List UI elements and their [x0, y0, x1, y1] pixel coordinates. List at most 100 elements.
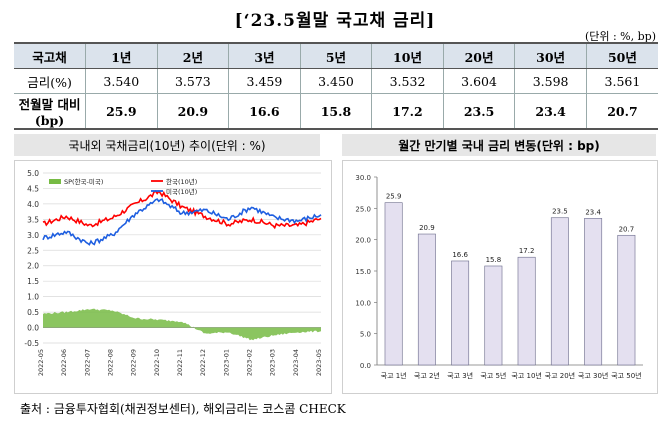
y-tick-label: 30.0 [355, 174, 371, 182]
bar [517, 256, 536, 366]
table-cell: 3.561 [585, 68, 658, 94]
x-tick-label: 국고 10년 [511, 371, 541, 380]
bar [617, 234, 636, 366]
right-chart-title: 월간 만기별 국내 금리 변동(단위 : bp) [342, 134, 656, 156]
x-tick-label: 국고 50년 [611, 371, 641, 380]
header-cell: 3년 [228, 42, 301, 69]
y-tick-label: 1.5 [27, 277, 39, 286]
bar [584, 218, 603, 366]
bar-value-label: 25.9 [386, 193, 402, 201]
bar-value-label: 15.8 [486, 256, 502, 264]
bar [417, 233, 436, 366]
legend-label: SP(한국-미국) [64, 177, 103, 186]
y-tick-label: 1.0 [27, 293, 39, 302]
bar-value-label: 23.4 [585, 208, 601, 216]
x-tick-label: 국고 30년 [578, 371, 608, 380]
x-tick-label: 2022-07 [83, 349, 91, 376]
y-tick-label: 3.5 [27, 215, 39, 224]
x-tick-label: 2022-11 [176, 349, 184, 376]
row-label: 전월말 대비(bp) [14, 93, 86, 130]
table-header-row: 국고채 1년 2년 3년 5년 10년 20년 30년 50년 [14, 42, 658, 69]
y-tick-label: 5.0 [360, 331, 371, 339]
table-cell: 23.4 [514, 93, 587, 130]
y-tick-label: -0.5 [24, 339, 39, 348]
y-tick-label: 25.0 [355, 205, 371, 213]
table-cell: 3.573 [156, 68, 229, 94]
y-tick-label: 0.0 [27, 324, 39, 333]
y-tick-label: 2.5 [27, 246, 39, 255]
table-cell: 17.2 [371, 93, 444, 130]
y-tick-label: 4.0 [27, 200, 39, 209]
x-tick-label: 2023-04 [292, 349, 300, 376]
x-tick-label: 2023-05 [315, 349, 323, 376]
series-line [42, 190, 322, 230]
x-tick-label: 국고 2년 [414, 371, 440, 380]
table-cell: 3.540 [85, 68, 158, 94]
header-cell: 국고채 [14, 42, 86, 69]
bar-chart: 30.0 25.0 20.0 15.0 10.0 5.0 0.0 25.9 국고 1년 20.9 국… [355, 174, 643, 380]
header-cell: 30년 [514, 42, 587, 69]
x-tick-label: 국고 20년 [545, 371, 575, 380]
table-cell: 25.9 [85, 93, 158, 130]
bar-value-label: 17.2 [519, 247, 535, 255]
rates-table: 국고채 1년 2년 3년 5년 10년 20년 30년 50년 금리(%) 3.… [14, 42, 658, 130]
line-chart: 5.04.54.03.53.02.52.01.51.00.50.0-0.5202… [24, 169, 323, 376]
series-line [42, 198, 322, 246]
bar-value-label: 23.5 [552, 208, 568, 216]
x-tick-label: 2022-12 [199, 349, 207, 376]
header-cell: 50년 [585, 42, 658, 69]
x-tick-label: 2023-01 [222, 349, 230, 376]
page-title: [‘23.5월말 국고채 금리] [234, 11, 436, 31]
bar-value-label: 20.9 [419, 224, 435, 232]
series-spread-area [43, 308, 321, 341]
y-tick-label: 5.0 [27, 169, 39, 178]
table-cell: 16.6 [228, 93, 301, 130]
header-cell: 2년 [156, 42, 229, 69]
x-tick-label: 국고 1년 [381, 371, 407, 380]
left-chart-title: 국내외 국채금리(10년) 추이(단위 : %) [14, 134, 320, 156]
y-tick-label: 0.0 [360, 362, 371, 370]
y-tick-label: 15.0 [355, 268, 371, 276]
line-chart-panel: 5.0 4.5 4.0 3.5 3.0 2.5 2.0 1.5 1.0 0.5 0.0 -0.5 202… [14, 160, 332, 394]
source-note: 출처 : 금융투자협회(채권정보센터), 해외금리는 코스콤 CHECK [20, 402, 346, 416]
x-tick-label: 2023-03 [269, 349, 277, 376]
x-tick-label: 국고 3년 [447, 371, 473, 380]
x-tick-label: 국고 5년 [480, 371, 506, 380]
bar [484, 265, 503, 366]
x-tick-label: 2022-05 [37, 349, 45, 376]
x-tick-label: 2022-08 [107, 349, 115, 376]
table-row-rate: 금리(%) 3.540 3.573 3.459 3.450 3.532 3.60… [14, 68, 658, 94]
table-cell: 3.604 [442, 68, 515, 94]
table-cell: 3.598 [514, 68, 587, 94]
bar-chart-panel: 30.0 25.0 20.0 15.0 10.0 5.0 0.0 25.9 국고 1년 20.9 국… [342, 160, 658, 394]
table-cell: 20.7 [585, 93, 658, 130]
table-cell: 3.450 [299, 68, 372, 94]
header-cell: 5년 [299, 42, 372, 69]
unit-label: (단위 : %, bp) [584, 30, 656, 43]
y-tick-label: 10.0 [355, 299, 371, 307]
header-cell: 1년 [85, 42, 158, 69]
table-cell: 20.9 [156, 93, 229, 130]
table-row-change: 전월말 대비(bp) 25.9 20.9 16.6 15.8 17.2 23.5… [14, 93, 658, 130]
x-tick-label: 2023-02 [246, 349, 254, 376]
x-tick-label: 2022-09 [130, 349, 138, 376]
legend-swatch [49, 179, 61, 184]
bar [384, 202, 403, 366]
x-tick-label: 2022-10 [153, 349, 161, 376]
x-tick-label: 2022-06 [60, 349, 68, 376]
header-cell: 20년 [442, 42, 515, 69]
table-cell: 15.8 [299, 93, 372, 130]
y-tick-label: 3.0 [27, 231, 39, 240]
y-tick-label: 4.5 [27, 184, 39, 193]
table-cell: 3.532 [371, 68, 444, 94]
table-cell: 3.459 [228, 68, 301, 94]
table-cell: 23.5 [442, 93, 515, 130]
bar [550, 217, 569, 366]
y-tick-label: 0.5 [27, 308, 39, 317]
y-tick-label: 2.0 [27, 262, 39, 271]
legend-label: 한국(10년) [166, 177, 197, 186]
legend-label: 미국(10년) [166, 187, 197, 196]
header-cell: 10년 [371, 42, 444, 69]
bar-value-label: 16.6 [452, 251, 468, 259]
row-label: 금리(%) [27, 74, 72, 90]
